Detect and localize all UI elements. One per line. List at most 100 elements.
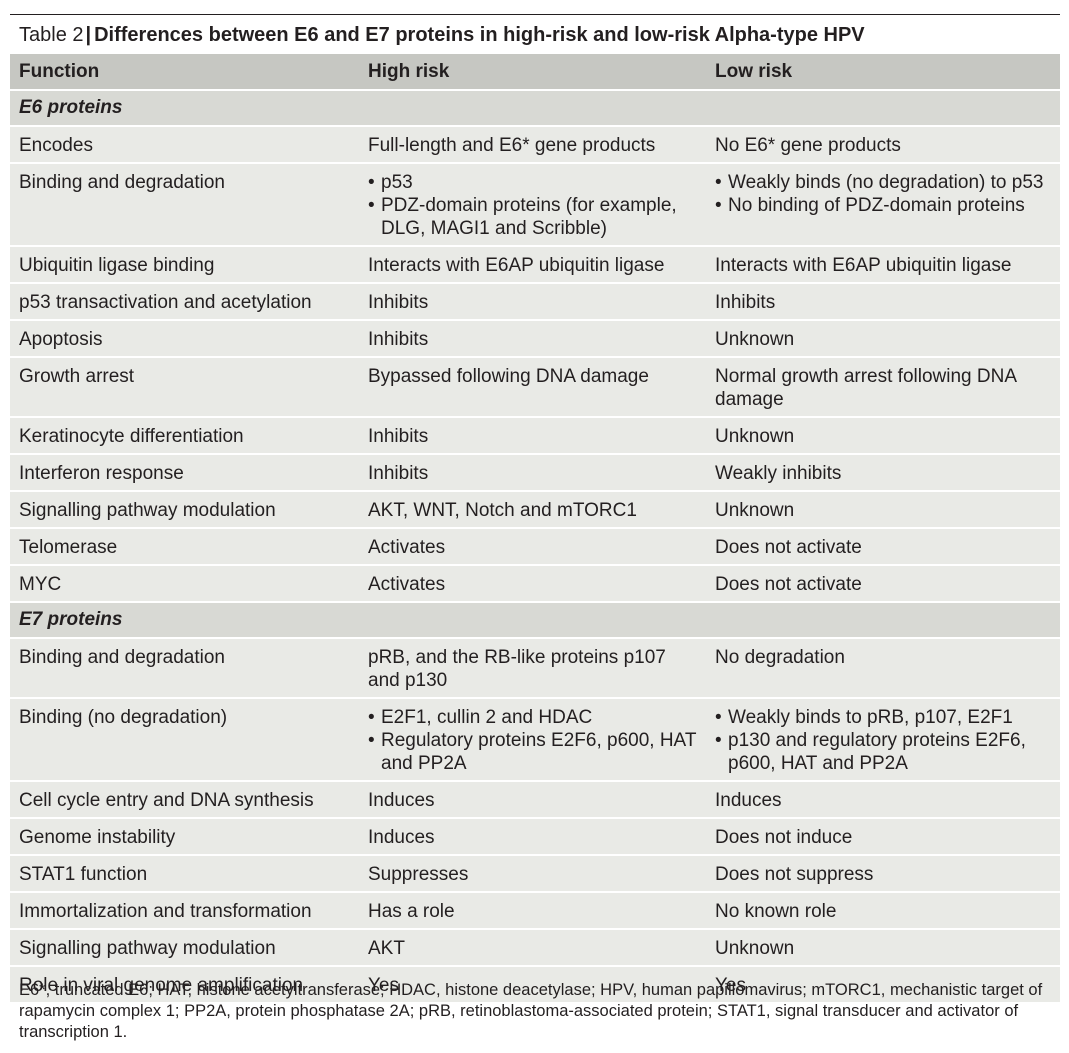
table-footnote: E6*, truncated E6; HAT, histone acetyltr… bbox=[19, 981, 1043, 1041]
cell-high-risk: Induces bbox=[359, 781, 706, 819]
cell-text: Does not suppress bbox=[715, 864, 874, 885]
cell-high-risk: Suppresses bbox=[359, 855, 706, 893]
cell-text: Unknown bbox=[715, 426, 795, 447]
cell-high-risk: Inhibits bbox=[359, 417, 706, 455]
cell-function: Genome instability bbox=[10, 818, 359, 856]
cell-function: Keratinocyte differentiation bbox=[10, 417, 359, 455]
cell-text: Inhibits bbox=[368, 463, 429, 484]
cell-function: Signalling pathway modulation bbox=[10, 491, 359, 529]
cell-text: Has a role bbox=[368, 901, 455, 922]
cell-function: Role in viral genome amplification bbox=[10, 966, 359, 1004]
cell-high-risk: Yes bbox=[359, 966, 706, 1004]
cell-text: Inhibits bbox=[368, 292, 429, 313]
bullet-list: Weakly binds to pRB, p107, E2F1p130 and … bbox=[715, 706, 1054, 775]
cell-function: Interferon response bbox=[10, 454, 359, 492]
cell-function: Apoptosis bbox=[10, 320, 359, 358]
cell-high-risk: Inhibits bbox=[359, 320, 706, 358]
cell-text: Activates bbox=[368, 574, 446, 595]
cell-function: Binding and degradation bbox=[10, 163, 359, 247]
cell-low-risk: Induces bbox=[706, 781, 1060, 819]
bullet-list: Weakly binds (no degradation) to p53No b… bbox=[715, 171, 1054, 217]
cell-function: MYC bbox=[10, 565, 359, 603]
cell-low-risk: Does not activate bbox=[706, 528, 1060, 566]
cell-low-risk: No E6* gene products bbox=[706, 126, 1060, 164]
cell-text: Inhibits bbox=[715, 292, 776, 313]
table-row: Signalling pathway modulation AKT Unknown bbox=[10, 929, 1060, 967]
cell-high-risk: Induces bbox=[359, 818, 706, 856]
table-row: Encodes Full-length and E6* gene products… bbox=[10, 126, 1060, 164]
cell-text: Normal growth arrest following DNA damag… bbox=[715, 366, 1016, 410]
cell-low-risk: Does not induce bbox=[706, 818, 1060, 856]
table-row: Keratinocyte differentiation Inhibits Unkn… bbox=[10, 417, 1060, 455]
cell-high-risk: Has a role bbox=[359, 892, 706, 930]
cell-high-risk: AKT bbox=[359, 929, 706, 967]
cell-text: Does not induce bbox=[715, 827, 853, 848]
bullet-item: p53 bbox=[368, 171, 700, 194]
table-row: MYC Activates Does not activate bbox=[10, 565, 1060, 603]
table-body: E6 proteins Encodes Full-length and E6* ge… bbox=[10, 90, 1060, 1004]
cell-low-risk: Weakly binds to pRB, p107, E2F1p130 and … bbox=[706, 698, 1060, 782]
header-function: Function bbox=[10, 54, 359, 91]
title-separator: | bbox=[85, 24, 92, 46]
cell-function: Binding (no degradation) bbox=[10, 698, 359, 782]
table-row: Binding and degradation pRB, and the RB-l… bbox=[10, 638, 1060, 699]
cell-text: Unknown bbox=[715, 938, 795, 959]
cell-text: AKT, WNT, Notch and mTORC1 bbox=[368, 500, 637, 521]
cell-text: No known role bbox=[715, 901, 837, 922]
header-row: Function High risk Low risk bbox=[10, 54, 1060, 91]
table-row: Growth arrest Bypassed following DNA dama… bbox=[10, 357, 1060, 418]
table-row: Immortalization and transformation Has a … bbox=[10, 892, 1060, 930]
cell-text: Induces bbox=[368, 827, 435, 848]
cell-low-risk: Inhibits bbox=[706, 283, 1060, 321]
cell-high-risk: Interacts with E6AP ubiquitin ligase bbox=[359, 246, 706, 284]
bullet-item: Weakly binds (no degradation) to p53 bbox=[715, 171, 1054, 194]
cell-text: Induces bbox=[715, 790, 782, 811]
cell-low-risk: Unknown bbox=[706, 320, 1060, 358]
cell-high-risk: pRB, and the RB-like proteins p107 and p… bbox=[359, 638, 706, 699]
cell-text: Interacts with E6AP ubiquitin ligase bbox=[368, 255, 665, 276]
cell-high-risk: Activates bbox=[359, 565, 706, 603]
cell-text: Suppresses bbox=[368, 864, 469, 885]
cell-text: Weakly inhibits bbox=[715, 463, 842, 484]
cell-function: p53 transactivation and acetylation bbox=[10, 283, 359, 321]
cell-low-risk: No known role bbox=[706, 892, 1060, 930]
comparison-table: Function High risk Low risk E6 proteins E… bbox=[10, 54, 1060, 1004]
table-row: Binding (no degradation)E2F1, cullin 2 a… bbox=[10, 698, 1060, 782]
cell-low-risk: Weakly binds (no degradation) to p53No b… bbox=[706, 163, 1060, 247]
cell-high-risk: Bypassed following DNA damage bbox=[359, 357, 706, 418]
cell-text: Inhibits bbox=[368, 329, 429, 350]
cell-high-risk: p53PDZ-domain proteins (for example, DLG… bbox=[359, 163, 706, 247]
table-row: Cell cycle entry and DNA synthesis Induce… bbox=[10, 781, 1060, 819]
cell-low-risk: Does not suppress bbox=[706, 855, 1060, 893]
table-row: Role in viral genome amplification Yes Yes bbox=[10, 966, 1060, 1004]
cell-high-risk: Activates bbox=[359, 528, 706, 566]
bullet-item: Weakly binds to pRB, p107, E2F1 bbox=[715, 706, 1054, 729]
bullet-list: p53PDZ-domain proteins (for example, DLG… bbox=[368, 171, 700, 240]
cell-text: Bypassed following DNA damage bbox=[368, 366, 649, 387]
table-row: Genome instability Induces Does not induce bbox=[10, 818, 1060, 856]
table-row: Interferon response Inhibits Weakly inhibi… bbox=[10, 454, 1060, 492]
cell-function: Signalling pathway modulation bbox=[10, 929, 359, 967]
cell-text: Yes bbox=[715, 975, 746, 996]
cell-function: Telomerase bbox=[10, 528, 359, 566]
table-title: Table 2 | Differences between E6 and E7 pr… bbox=[19, 20, 865, 50]
header-low-risk: Low risk bbox=[706, 54, 1060, 91]
table-row: p53 transactivation and acetylation Inhib… bbox=[10, 283, 1060, 321]
cell-high-risk: Inhibits bbox=[359, 454, 706, 492]
table-row: Binding and degradationp53PDZ-domain pro… bbox=[10, 163, 1060, 247]
top-rule bbox=[10, 14, 1060, 15]
cell-text: Inhibits bbox=[368, 426, 429, 447]
bullet-item: p130 and regulatory proteins E2F6, p600,… bbox=[715, 729, 1054, 775]
cell-text: Unknown bbox=[715, 329, 795, 350]
cell-low-risk: Unknown bbox=[706, 417, 1060, 455]
cell-low-risk: Normal growth arrest following DNA damag… bbox=[706, 357, 1060, 418]
bullet-item: PDZ-domain proteins (for example, DLG, M… bbox=[368, 194, 700, 240]
cell-high-risk: Full-length and E6* gene products bbox=[359, 126, 706, 164]
table-label: Table 2 bbox=[19, 24, 84, 46]
cell-text: Induces bbox=[368, 790, 435, 811]
section-heading: E7 proteins bbox=[10, 602, 1060, 639]
bullet-item: No binding of PDZ-domain proteins bbox=[715, 194, 1054, 217]
cell-text: Activates bbox=[368, 537, 446, 558]
cell-low-risk: Does not activate bbox=[706, 565, 1060, 603]
section-heading: E6 proteins bbox=[10, 90, 1060, 127]
